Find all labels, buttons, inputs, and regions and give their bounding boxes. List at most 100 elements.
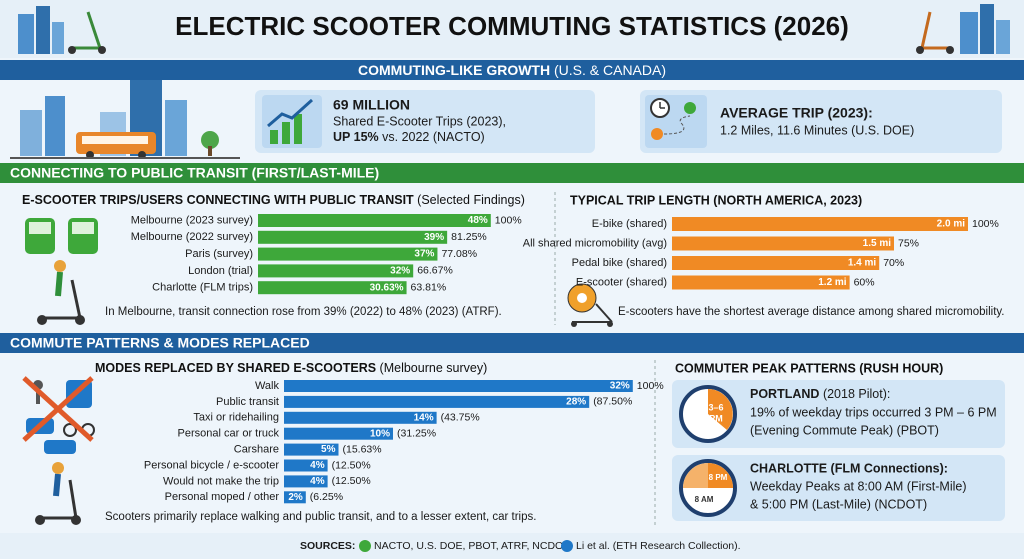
tape-icon xyxy=(567,283,613,327)
category-label: Melbourne (2023 survey) xyxy=(131,214,253,226)
cityscape-illustration xyxy=(10,80,240,159)
bar xyxy=(284,380,633,392)
page-title: ELECTRIC SCOOTER COMMUTING STATISTICS (2… xyxy=(175,11,849,41)
value-label: 10% xyxy=(370,428,390,439)
relative-label: (87.50% xyxy=(593,396,632,408)
relative-label: 60% xyxy=(854,276,875,288)
chart-title-note: (Selected Findings) xyxy=(417,193,525,207)
category-label: Pedal bike (shared) xyxy=(572,257,667,269)
value-label: 5% xyxy=(321,444,336,455)
headline: 69 MILLION xyxy=(333,97,410,113)
category-label: Walk xyxy=(255,380,280,392)
relative-label: 100% xyxy=(495,214,522,226)
modes-icons xyxy=(22,376,95,525)
trip-icon xyxy=(650,98,696,140)
category-label: Personal moped / other xyxy=(165,491,280,503)
sources-list: Li et al. (ETH Research Collection). xyxy=(576,540,741,552)
value-label: 1.2 mi xyxy=(818,277,847,288)
relative-label: (15.63% xyxy=(343,443,382,455)
category-label: Charlotte (FLM trips) xyxy=(152,282,253,294)
chart-title: MODES REPLACED BY SHARED E-SCOOTERS (Mel… xyxy=(95,361,487,375)
chart-title-main: E-SCOOTER TRIPS/USERS CONNECTING WITH PU… xyxy=(22,193,414,207)
chart-title: COMMUTER PEAK PATTERNS (RUSH HOUR) xyxy=(675,361,943,375)
chart-note: E-scooters have the shortest average dis… xyxy=(618,306,1005,318)
category-label: Personal bicycle / e-scooter xyxy=(144,459,279,471)
category-label: Melbourne (2022 survey) xyxy=(131,231,253,243)
peak-line: Weekday Peaks at 8:00 AM (First-Mile) xyxy=(750,479,967,493)
section-heading: COMMUTE PATTERNS & MODES REPLACED xyxy=(10,335,310,351)
clock-label: 8 AM xyxy=(695,495,714,504)
clock-icon xyxy=(679,459,737,517)
relative-label: 100% xyxy=(972,218,999,230)
clock-label: 3–6 xyxy=(708,402,723,412)
sources-label: SOURCES: xyxy=(300,540,355,552)
section-heading: COMMUTING-LIKE GROWTH (U.S. & CANADA) xyxy=(358,62,666,78)
growth-icon xyxy=(267,98,314,144)
category-label: Would not make the trip xyxy=(163,475,279,487)
clock-label: PM xyxy=(709,413,723,423)
relative-label: 77.08% xyxy=(441,248,477,260)
peak-heading: CHARLOTTE (FLM Connections): xyxy=(750,461,948,475)
bar xyxy=(284,443,339,456)
title-area xyxy=(0,0,1024,58)
bar xyxy=(258,230,448,244)
value-label: 4% xyxy=(310,460,325,471)
bar xyxy=(672,217,968,231)
relative-label: (12.50% xyxy=(332,475,371,487)
relative-label: (6.25% xyxy=(310,491,343,503)
section-band xyxy=(0,60,1024,80)
bar xyxy=(258,281,407,295)
transit-icons xyxy=(25,218,98,325)
section-heading: CONNECTING TO PUBLIC TRANSIT (FIRST/LAST… xyxy=(10,165,379,181)
section-band xyxy=(0,163,1024,183)
bar xyxy=(284,491,306,504)
chart-title-main: MODES REPLACED BY SHARED E-SCOOTERS xyxy=(95,361,376,375)
value-label: 30.63% xyxy=(370,282,404,293)
bar xyxy=(258,264,414,278)
bar xyxy=(284,459,328,472)
clock-label: 8 PM xyxy=(709,473,728,482)
bar xyxy=(284,427,393,440)
bar xyxy=(258,247,438,261)
peak-card xyxy=(672,455,1005,521)
title-icons-left xyxy=(18,6,106,54)
value-label: 28% xyxy=(566,397,586,408)
bar xyxy=(284,475,328,488)
category-label: E-bike (shared) xyxy=(592,218,667,230)
value-label: 1.5 mi xyxy=(863,238,892,249)
value-label: 48% xyxy=(468,215,488,226)
relative-label: (31.25% xyxy=(397,427,436,439)
relative-label: (12.50% xyxy=(332,459,371,471)
category-label: Taxi or ridehailing xyxy=(193,412,279,424)
chart-title: TYPICAL TRIP LENGTH (NORTH AMERICA, 2023… xyxy=(570,193,862,207)
value-label: 32% xyxy=(610,381,630,392)
value-label: 4% xyxy=(310,476,325,487)
category-label: Carshare xyxy=(234,444,279,456)
relative-label: 66.67% xyxy=(417,265,453,277)
chart-note: Scooters primarily replace walking and p… xyxy=(105,511,536,523)
stat-card xyxy=(640,90,1002,153)
category-label: All shared micromobility (avg) xyxy=(523,237,667,249)
card-line-end: vs. 2022 (NACTO) xyxy=(382,130,485,144)
relative-label: (43.75% xyxy=(441,412,480,424)
bar xyxy=(284,395,590,408)
relative-label: 100% xyxy=(637,380,664,392)
relative-label: 63.81% xyxy=(411,281,447,293)
clock-icon xyxy=(679,385,737,443)
value-label: 39% xyxy=(424,232,444,243)
relative-label: 81.25% xyxy=(451,231,487,243)
peak-heading: PORTLAND (2018 Pilot): xyxy=(750,387,890,401)
category-label: Paris (survey) xyxy=(185,248,253,260)
category-label: E-scooter (shared) xyxy=(576,276,667,288)
value-label: 1.4 mi xyxy=(848,258,877,269)
category-label: Public transit xyxy=(216,396,279,408)
sources-list: NACTO, U.S. DOE, PBOT, ATRF, NCDOT, xyxy=(374,540,571,552)
heading: COMMUTING-LIKE GROWTH xyxy=(358,62,550,78)
footer xyxy=(0,533,1024,559)
chart-note: In Melbourne, transit connection rose fr… xyxy=(105,306,502,318)
section-band xyxy=(0,333,1024,353)
peak-line: 19% of weekday trips occurred 3 PM – 6 P… xyxy=(750,405,997,419)
card-line: Shared E-Scooter Trips (2023), xyxy=(333,114,506,128)
